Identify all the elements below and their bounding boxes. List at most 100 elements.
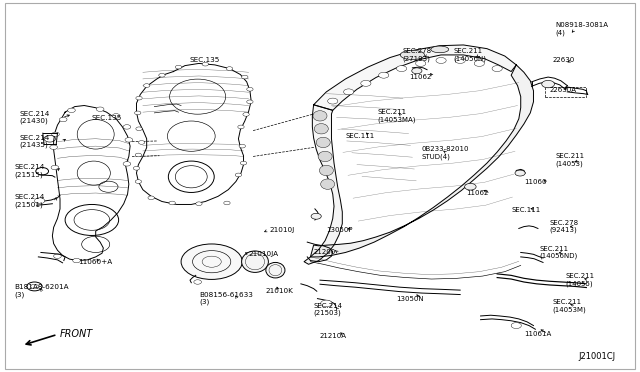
Circle shape xyxy=(224,201,230,205)
Circle shape xyxy=(415,61,426,66)
Circle shape xyxy=(134,111,141,115)
Circle shape xyxy=(465,183,476,190)
Text: B181A8-6201A
(3): B181A8-6201A (3) xyxy=(14,285,68,298)
Text: SEC.211
(14053M): SEC.211 (14053M) xyxy=(552,299,586,313)
Text: SEC.211
(14056ND): SEC.211 (14056ND) xyxy=(540,246,578,259)
Circle shape xyxy=(241,161,246,165)
Text: 21010J: 21010J xyxy=(269,227,294,233)
Circle shape xyxy=(344,89,354,95)
Circle shape xyxy=(27,282,42,291)
Circle shape xyxy=(455,58,465,63)
Text: 11060+A: 11060+A xyxy=(78,259,112,265)
Circle shape xyxy=(97,107,104,112)
Circle shape xyxy=(68,108,76,112)
Circle shape xyxy=(35,198,45,204)
Ellipse shape xyxy=(400,50,424,60)
Text: SEC.211
(14055): SEC.211 (14055) xyxy=(565,273,595,287)
Circle shape xyxy=(492,65,502,71)
Circle shape xyxy=(242,75,248,79)
Circle shape xyxy=(511,323,522,328)
Ellipse shape xyxy=(321,179,335,189)
Circle shape xyxy=(311,213,321,219)
Circle shape xyxy=(239,144,246,148)
Circle shape xyxy=(321,300,332,307)
Ellipse shape xyxy=(319,165,333,176)
Circle shape xyxy=(123,125,131,129)
Circle shape xyxy=(175,65,182,69)
Text: 11062: 11062 xyxy=(409,74,431,80)
Circle shape xyxy=(396,65,406,71)
Text: 11060: 11060 xyxy=(524,179,547,185)
Circle shape xyxy=(246,100,253,104)
Text: SEC.211
(14053): SEC.211 (14053) xyxy=(556,153,585,167)
Circle shape xyxy=(202,62,209,66)
Circle shape xyxy=(125,138,132,142)
Circle shape xyxy=(196,202,202,206)
Text: SEC.135: SEC.135 xyxy=(92,115,122,121)
Circle shape xyxy=(52,132,60,137)
Circle shape xyxy=(361,80,371,86)
Text: 21010K: 21010K xyxy=(266,288,294,294)
Circle shape xyxy=(379,72,389,78)
Circle shape xyxy=(515,170,525,176)
Text: SEC.278
(27193): SEC.278 (27193) xyxy=(403,48,432,62)
Circle shape xyxy=(50,145,58,150)
Circle shape xyxy=(236,173,242,177)
Text: SEC.214
(21501): SEC.214 (21501) xyxy=(14,194,45,208)
Polygon shape xyxy=(310,65,534,257)
Text: SEC.111: SEC.111 xyxy=(346,133,375,139)
Circle shape xyxy=(238,125,244,129)
Circle shape xyxy=(169,201,175,205)
Circle shape xyxy=(159,73,165,77)
Text: SEC.211
(14056N): SEC.211 (14056N) xyxy=(454,48,487,62)
Polygon shape xyxy=(304,105,342,264)
Text: B08156-61633
(3): B08156-61633 (3) xyxy=(199,292,253,305)
Circle shape xyxy=(73,259,81,263)
Circle shape xyxy=(136,127,142,131)
Circle shape xyxy=(143,84,150,87)
Ellipse shape xyxy=(242,251,268,272)
Circle shape xyxy=(123,161,131,166)
Text: 0B233-82010
STUD(4): 0B233-82010 STUD(4) xyxy=(422,146,470,160)
Text: SEC.135: SEC.135 xyxy=(189,57,220,64)
Circle shape xyxy=(51,165,59,170)
Circle shape xyxy=(135,153,141,157)
Text: SEC.214
(21503): SEC.214 (21503) xyxy=(314,303,342,317)
Ellipse shape xyxy=(431,46,449,53)
Text: J21001CJ: J21001CJ xyxy=(578,352,615,361)
Text: N08918-3081A
(4): N08918-3081A (4) xyxy=(556,22,609,36)
Circle shape xyxy=(246,87,253,91)
Circle shape xyxy=(136,96,142,100)
Text: 21200: 21200 xyxy=(314,250,336,256)
Circle shape xyxy=(243,112,249,116)
Text: 13050P: 13050P xyxy=(326,227,353,233)
Circle shape xyxy=(436,58,446,63)
Ellipse shape xyxy=(313,111,327,121)
Circle shape xyxy=(181,244,243,279)
Circle shape xyxy=(60,117,67,122)
Text: 13050N: 13050N xyxy=(396,296,424,302)
Circle shape xyxy=(474,61,484,66)
Ellipse shape xyxy=(316,137,330,148)
Circle shape xyxy=(227,67,233,70)
Circle shape xyxy=(412,68,422,74)
Text: 21010JA: 21010JA xyxy=(248,251,279,257)
Circle shape xyxy=(54,254,61,259)
Circle shape xyxy=(112,113,120,118)
Ellipse shape xyxy=(318,151,332,161)
Text: 11062: 11062 xyxy=(467,190,489,196)
Text: SEC.278
(92413): SEC.278 (92413) xyxy=(549,220,579,233)
Circle shape xyxy=(133,166,140,170)
Circle shape xyxy=(194,280,202,284)
Text: 11061A: 11061A xyxy=(524,331,551,337)
Ellipse shape xyxy=(266,262,285,278)
Text: SEC.214
(21515): SEC.214 (21515) xyxy=(14,164,45,178)
Text: SEC.211
(14053MA): SEC.211 (14053MA) xyxy=(378,109,416,123)
Circle shape xyxy=(148,196,154,200)
Circle shape xyxy=(328,98,338,104)
Text: SEC.214
(21435): SEC.214 (21435) xyxy=(19,135,50,148)
Text: FRONT: FRONT xyxy=(60,330,93,339)
Text: 22630: 22630 xyxy=(552,57,575,64)
Circle shape xyxy=(135,180,141,183)
Polygon shape xyxy=(314,45,516,110)
